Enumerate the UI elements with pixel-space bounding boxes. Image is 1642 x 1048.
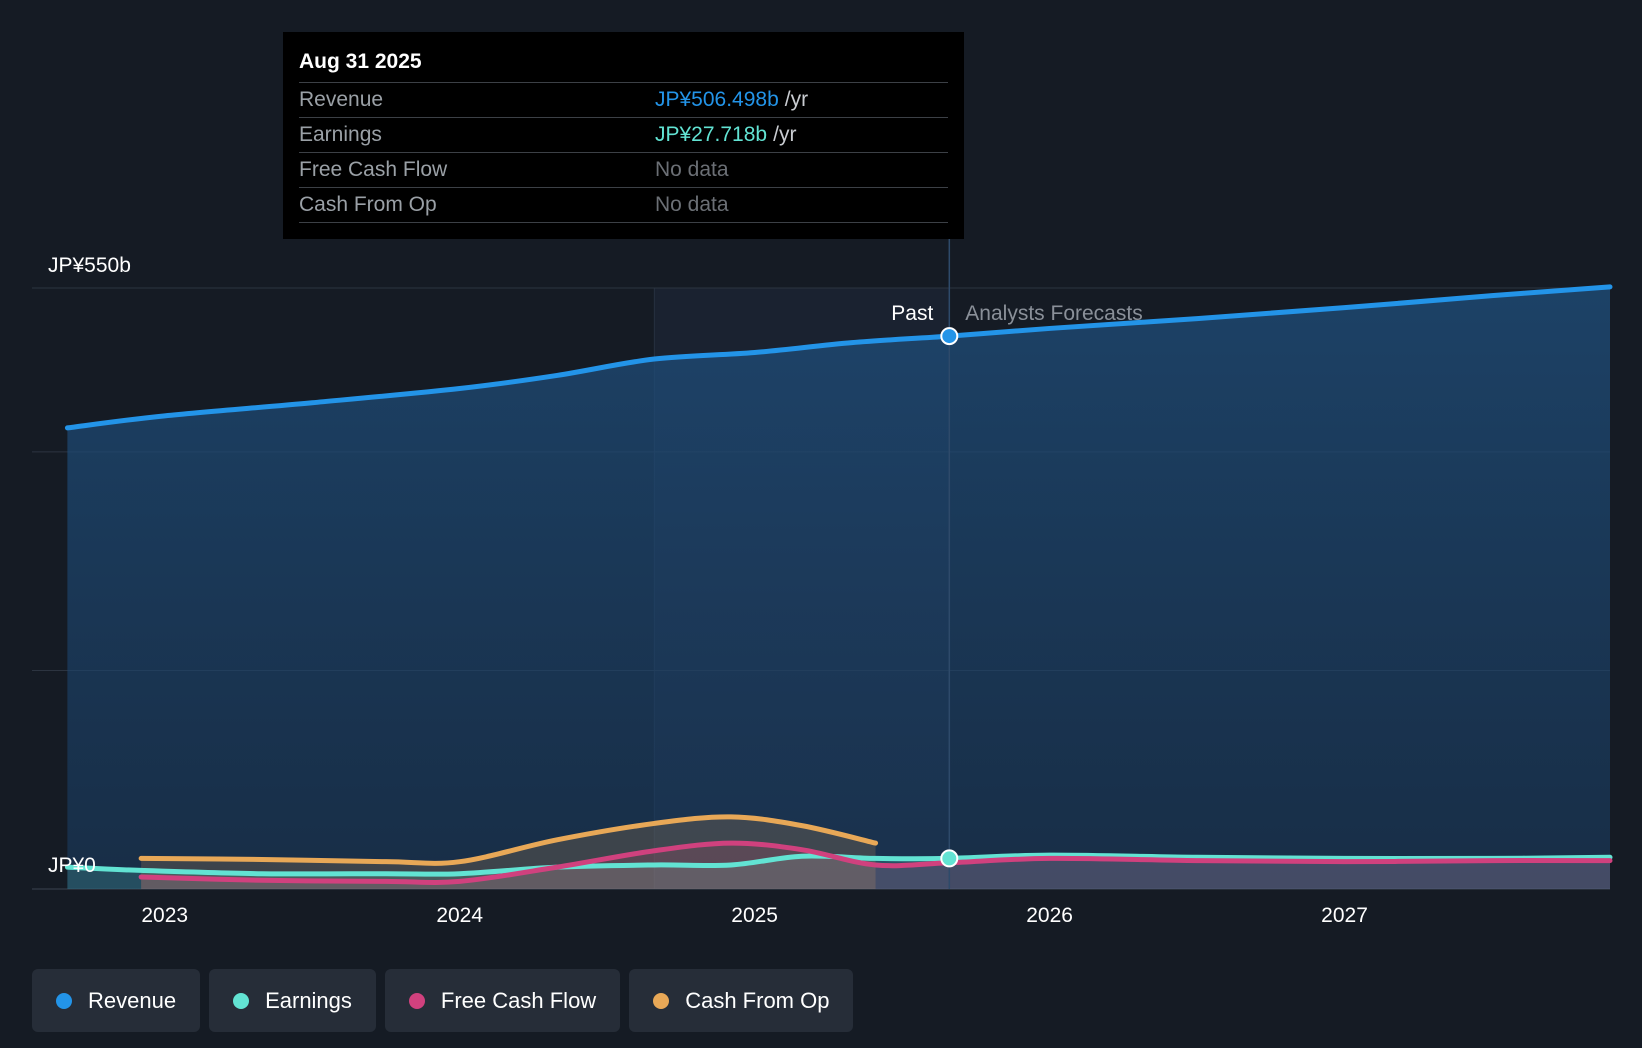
legend-dot-icon — [233, 992, 250, 1009]
tooltip-value: JP¥506.498b — [655, 88, 779, 111]
series-line-revenue — [64, 284, 1613, 431]
series-line-cash-from-op — [138, 814, 879, 866]
legend-item-earnings[interactable]: Earnings — [209, 969, 376, 1032]
legend-dot-icon — [56, 992, 72, 1009]
past-label: Past — [891, 302, 933, 325]
legend-label: Revenue — [88, 987, 177, 1013]
x-tick-label: 2025 — [731, 904, 778, 927]
forecast-label: Analysts Forecasts — [965, 302, 1142, 325]
marker-earnings — [940, 849, 959, 868]
legend-label: Earnings — [265, 987, 352, 1013]
x-tick-label: 2024 — [436, 904, 483, 927]
tooltip-unit: /yr — [784, 88, 809, 111]
legend-dot-icon — [653, 992, 670, 1009]
y-axis-top-label: JP¥550b — [48, 254, 131, 277]
tooltip-label: Free Cash Flow — [299, 158, 448, 181]
tooltip-label: Revenue — [299, 88, 384, 111]
tooltip-row: Earnings JP¥27.718b/yr — [299, 118, 948, 153]
tooltip-value: No data — [655, 193, 729, 216]
tooltip-row: Cash From Op No data — [299, 188, 948, 223]
tooltip-value: No data — [655, 158, 729, 181]
y-axis-zero-label: JP¥0 — [48, 854, 96, 877]
tooltip-label: Earnings — [299, 123, 382, 146]
legend: Revenue Earnings Free Cash Flow Cash From O… — [32, 969, 854, 1032]
tooltip-row: Free Cash Flow No data — [299, 153, 948, 188]
legend-item-cash-from-op[interactable]: Cash From Op — [629, 969, 854, 1032]
legend-dot-icon — [408, 992, 425, 1009]
tooltip: Aug 31 2025 Revenue JP¥506.498b/yr Earning… — [283, 32, 964, 239]
series-area-revenue — [67, 286, 1610, 889]
tooltip-date: Aug 31 2025 — [299, 32, 948, 83]
tooltip-label: Cash From Op — [299, 193, 437, 216]
series-line-earnings — [64, 852, 1613, 877]
series-line-free-cash-flow — [138, 840, 1613, 885]
legend-item-revenue[interactable]: Revenue — [32, 969, 201, 1032]
tooltip-unit: /yr — [773, 123, 797, 146]
marker-revenue — [940, 327, 959, 346]
legend-label: Free Cash Flow — [440, 987, 597, 1013]
tooltip-value: JP¥27.718b — [655, 123, 768, 146]
tooltip-row: Revenue JP¥506.498b/yr — [299, 83, 948, 118]
x-tick-label: 2027 — [1321, 904, 1368, 927]
x-tick-label: 2023 — [141, 904, 188, 927]
legend-label: Cash From Op — [685, 987, 830, 1013]
legend-item-free-cash-flow[interactable]: Free Cash Flow — [384, 969, 621, 1032]
x-tick-label: 2026 — [1026, 904, 1073, 927]
